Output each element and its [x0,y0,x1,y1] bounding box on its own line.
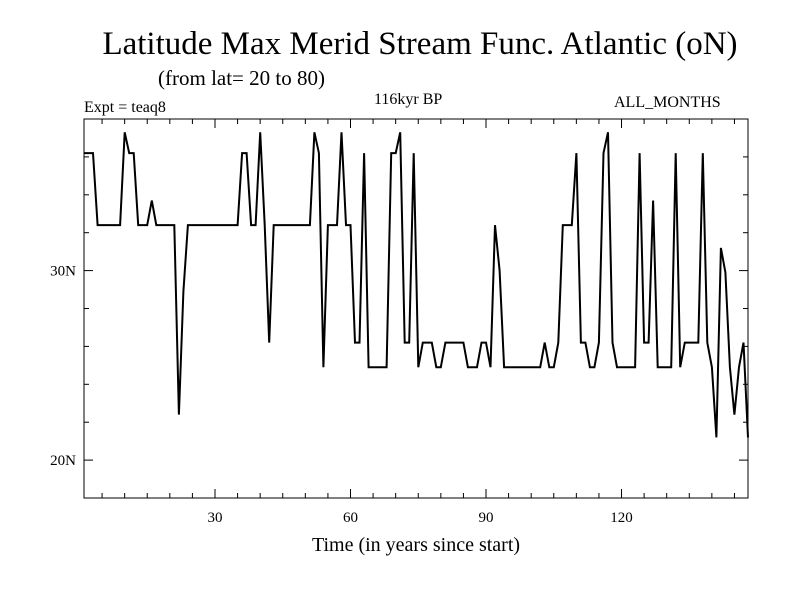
chart-title: Latitude Max Merid Stream Func. Atlantic… [102,26,738,62]
series-line [84,132,749,438]
x-tick-label: 90 [479,510,494,526]
x-axis-title: Time (in years since start) [312,534,520,556]
experiment-label: Expt = teaq8 [84,99,166,116]
y-tick-label: 20N [50,453,76,469]
axis-tick-labels: 30 60 90 120 20N 30N [50,264,633,526]
x-tick-label: 30 [207,510,222,526]
period-label: 116kyr BP [374,91,443,108]
y-tick-label: 30N [50,264,76,280]
chart-subtitle: (from lat= 20 to 80) [158,66,325,90]
x-tick-label: 60 [343,510,358,526]
months-label: ALL_MONTHS [614,94,721,111]
axis-ticks [84,118,748,498]
x-tick-label: 120 [610,510,633,526]
